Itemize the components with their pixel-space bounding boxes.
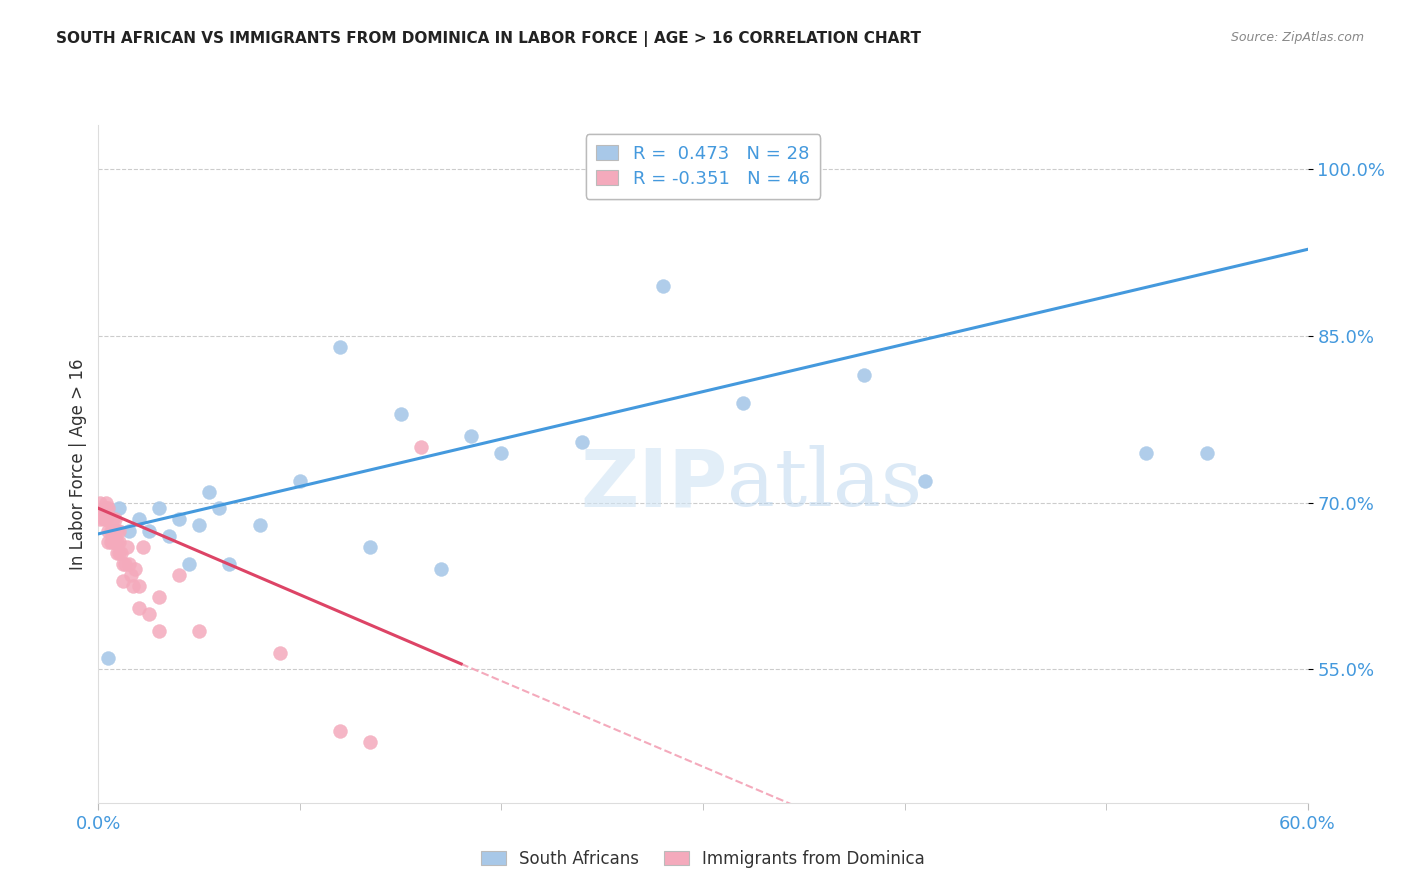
Point [128, 579, 150, 593]
Point [89, 512, 111, 526]
Point [651, 279, 673, 293]
Point [132, 540, 155, 554]
Point [107, 546, 129, 560]
Text: SOUTH AFRICAN VS IMMIGRANTS FROM DOMINICA IN LABOR FORCE | AGE > 16 CORRELATION : SOUTH AFRICAN VS IMMIGRANTS FROM DOMINIC… [56, 31, 921, 47]
Point [218, 557, 240, 571]
Y-axis label: In Labor Force | Age > 16: In Labor Force | Age > 16 [69, 358, 87, 570]
Point [97, 534, 120, 549]
Point [111, 574, 134, 588]
Point [103, 524, 125, 538]
Point [491, 446, 513, 460]
Point [208, 501, 231, 516]
Point [107, 524, 129, 538]
Point [329, 340, 352, 354]
Text: Source: ZipAtlas.com: Source: ZipAtlas.com [1230, 31, 1364, 45]
Point [571, 434, 593, 449]
Point [103, 512, 125, 526]
Point [157, 529, 180, 543]
Point [96, 512, 118, 526]
Point [97, 501, 120, 516]
Point [1135, 446, 1157, 460]
Point [249, 518, 271, 533]
Point [128, 512, 150, 526]
Point [853, 368, 876, 382]
Point [96, 501, 118, 516]
Point [914, 474, 936, 488]
Point [100, 524, 122, 538]
Point [198, 484, 221, 499]
Point [148, 501, 170, 516]
Point [110, 546, 132, 560]
Point [177, 557, 201, 571]
Point [97, 524, 120, 538]
Point [100, 534, 122, 549]
Point [120, 568, 142, 582]
Point [1195, 446, 1218, 460]
Point [115, 540, 138, 554]
Point [101, 534, 124, 549]
Point [389, 407, 412, 421]
Point [105, 546, 128, 560]
Point [103, 534, 125, 549]
Point [105, 524, 128, 538]
Point [188, 624, 211, 638]
Point [460, 429, 482, 443]
Text: ZIP: ZIP [579, 445, 727, 524]
Point [269, 646, 291, 660]
Point [167, 512, 190, 526]
Point [118, 557, 141, 571]
Point [167, 568, 190, 582]
Point [360, 734, 382, 748]
Point [111, 557, 134, 571]
Point [288, 474, 311, 488]
Point [148, 591, 170, 605]
Point [93, 501, 115, 516]
Point [118, 524, 141, 538]
Point [101, 524, 124, 538]
Point [430, 562, 453, 576]
Point [121, 579, 143, 593]
Point [148, 624, 170, 638]
Legend: R =  0.473   N = 28, R = -0.351   N = 46: R = 0.473 N = 28, R = -0.351 N = 46 [586, 134, 820, 199]
Point [329, 723, 352, 738]
Point [188, 518, 211, 533]
Point [107, 501, 129, 516]
Point [96, 496, 118, 510]
Point [91, 507, 114, 521]
Point [97, 651, 120, 665]
Text: atlas: atlas [727, 445, 922, 524]
Point [128, 601, 150, 615]
Point [138, 524, 160, 538]
Point [733, 395, 755, 409]
Point [138, 607, 160, 621]
Legend: South Africans, Immigrants from Dominica: South Africans, Immigrants from Dominica [474, 844, 932, 875]
Point [107, 534, 129, 549]
Point [360, 540, 382, 554]
Point [409, 440, 432, 454]
Point [93, 512, 115, 526]
Point [124, 562, 146, 576]
Point [101, 512, 124, 526]
Point [105, 534, 128, 549]
Point [89, 496, 111, 510]
Point [114, 557, 136, 571]
